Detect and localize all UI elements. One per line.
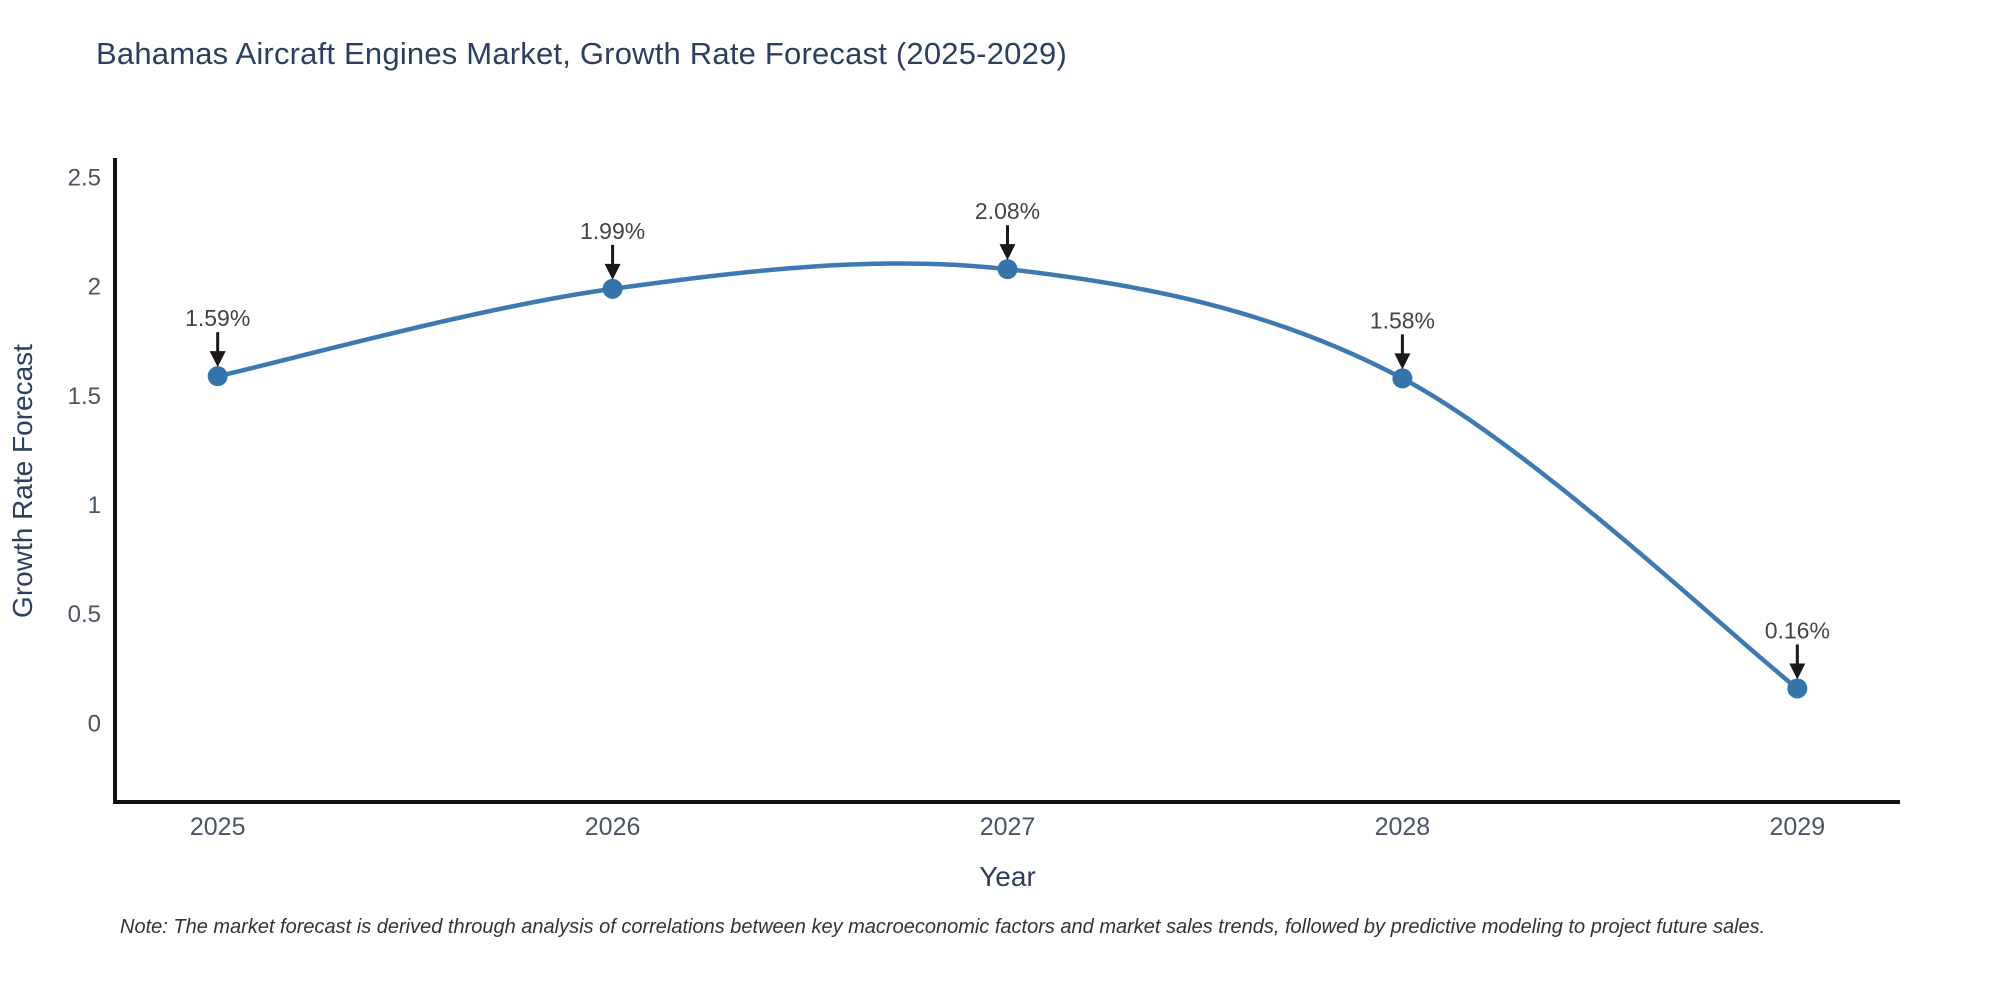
x-tick-label: 2026 [585,813,641,841]
x-tick-label: 2028 [1375,813,1431,841]
data-point-marker[interactable] [997,259,1018,280]
data-point-marker[interactable] [1787,678,1808,699]
chart-footnote: Note: The market forecast is derived thr… [120,916,1766,938]
x-tick-label: 2027 [980,813,1036,841]
annotation-arrow-head-icon [604,263,621,280]
chart-title: Bahamas Aircraft Engines Market, Growth … [96,36,1067,71]
data-point-label: 1.59% [185,305,250,331]
data-point-marker[interactable] [1392,368,1413,389]
y-tick-label: 1.5 [68,383,101,410]
x-axis-title: Year [979,861,1036,892]
data-point-marker[interactable] [207,366,228,387]
data-point-label: 1.99% [580,218,645,244]
annotation-arrow-head-icon [1394,353,1411,370]
data-point-label: 2.08% [975,198,1040,224]
forecast-line [215,261,1800,691]
y-axis-title: Growth Rate Forecast [7,344,38,618]
y-tick-label: 1 [88,492,101,519]
y-tick-label: 0.5 [68,601,101,628]
annotation-arrow-head-icon [209,351,226,368]
annotation-arrow-head-icon [1789,663,1806,680]
axis-lines [113,158,1900,804]
y-tick-label: 2 [88,274,101,301]
data-point-label: 0.16% [1765,617,1830,643]
data-point-label: 1.58% [1370,307,1435,333]
y-tick-label: 0 [88,710,101,737]
annotation-arrow-head-icon [999,244,1016,261]
data-point-marker[interactable] [602,278,623,299]
x-tick-label: 2025 [190,813,246,841]
y-tick-label: 2.5 [68,164,101,191]
x-tick-label: 2029 [1770,813,1826,841]
